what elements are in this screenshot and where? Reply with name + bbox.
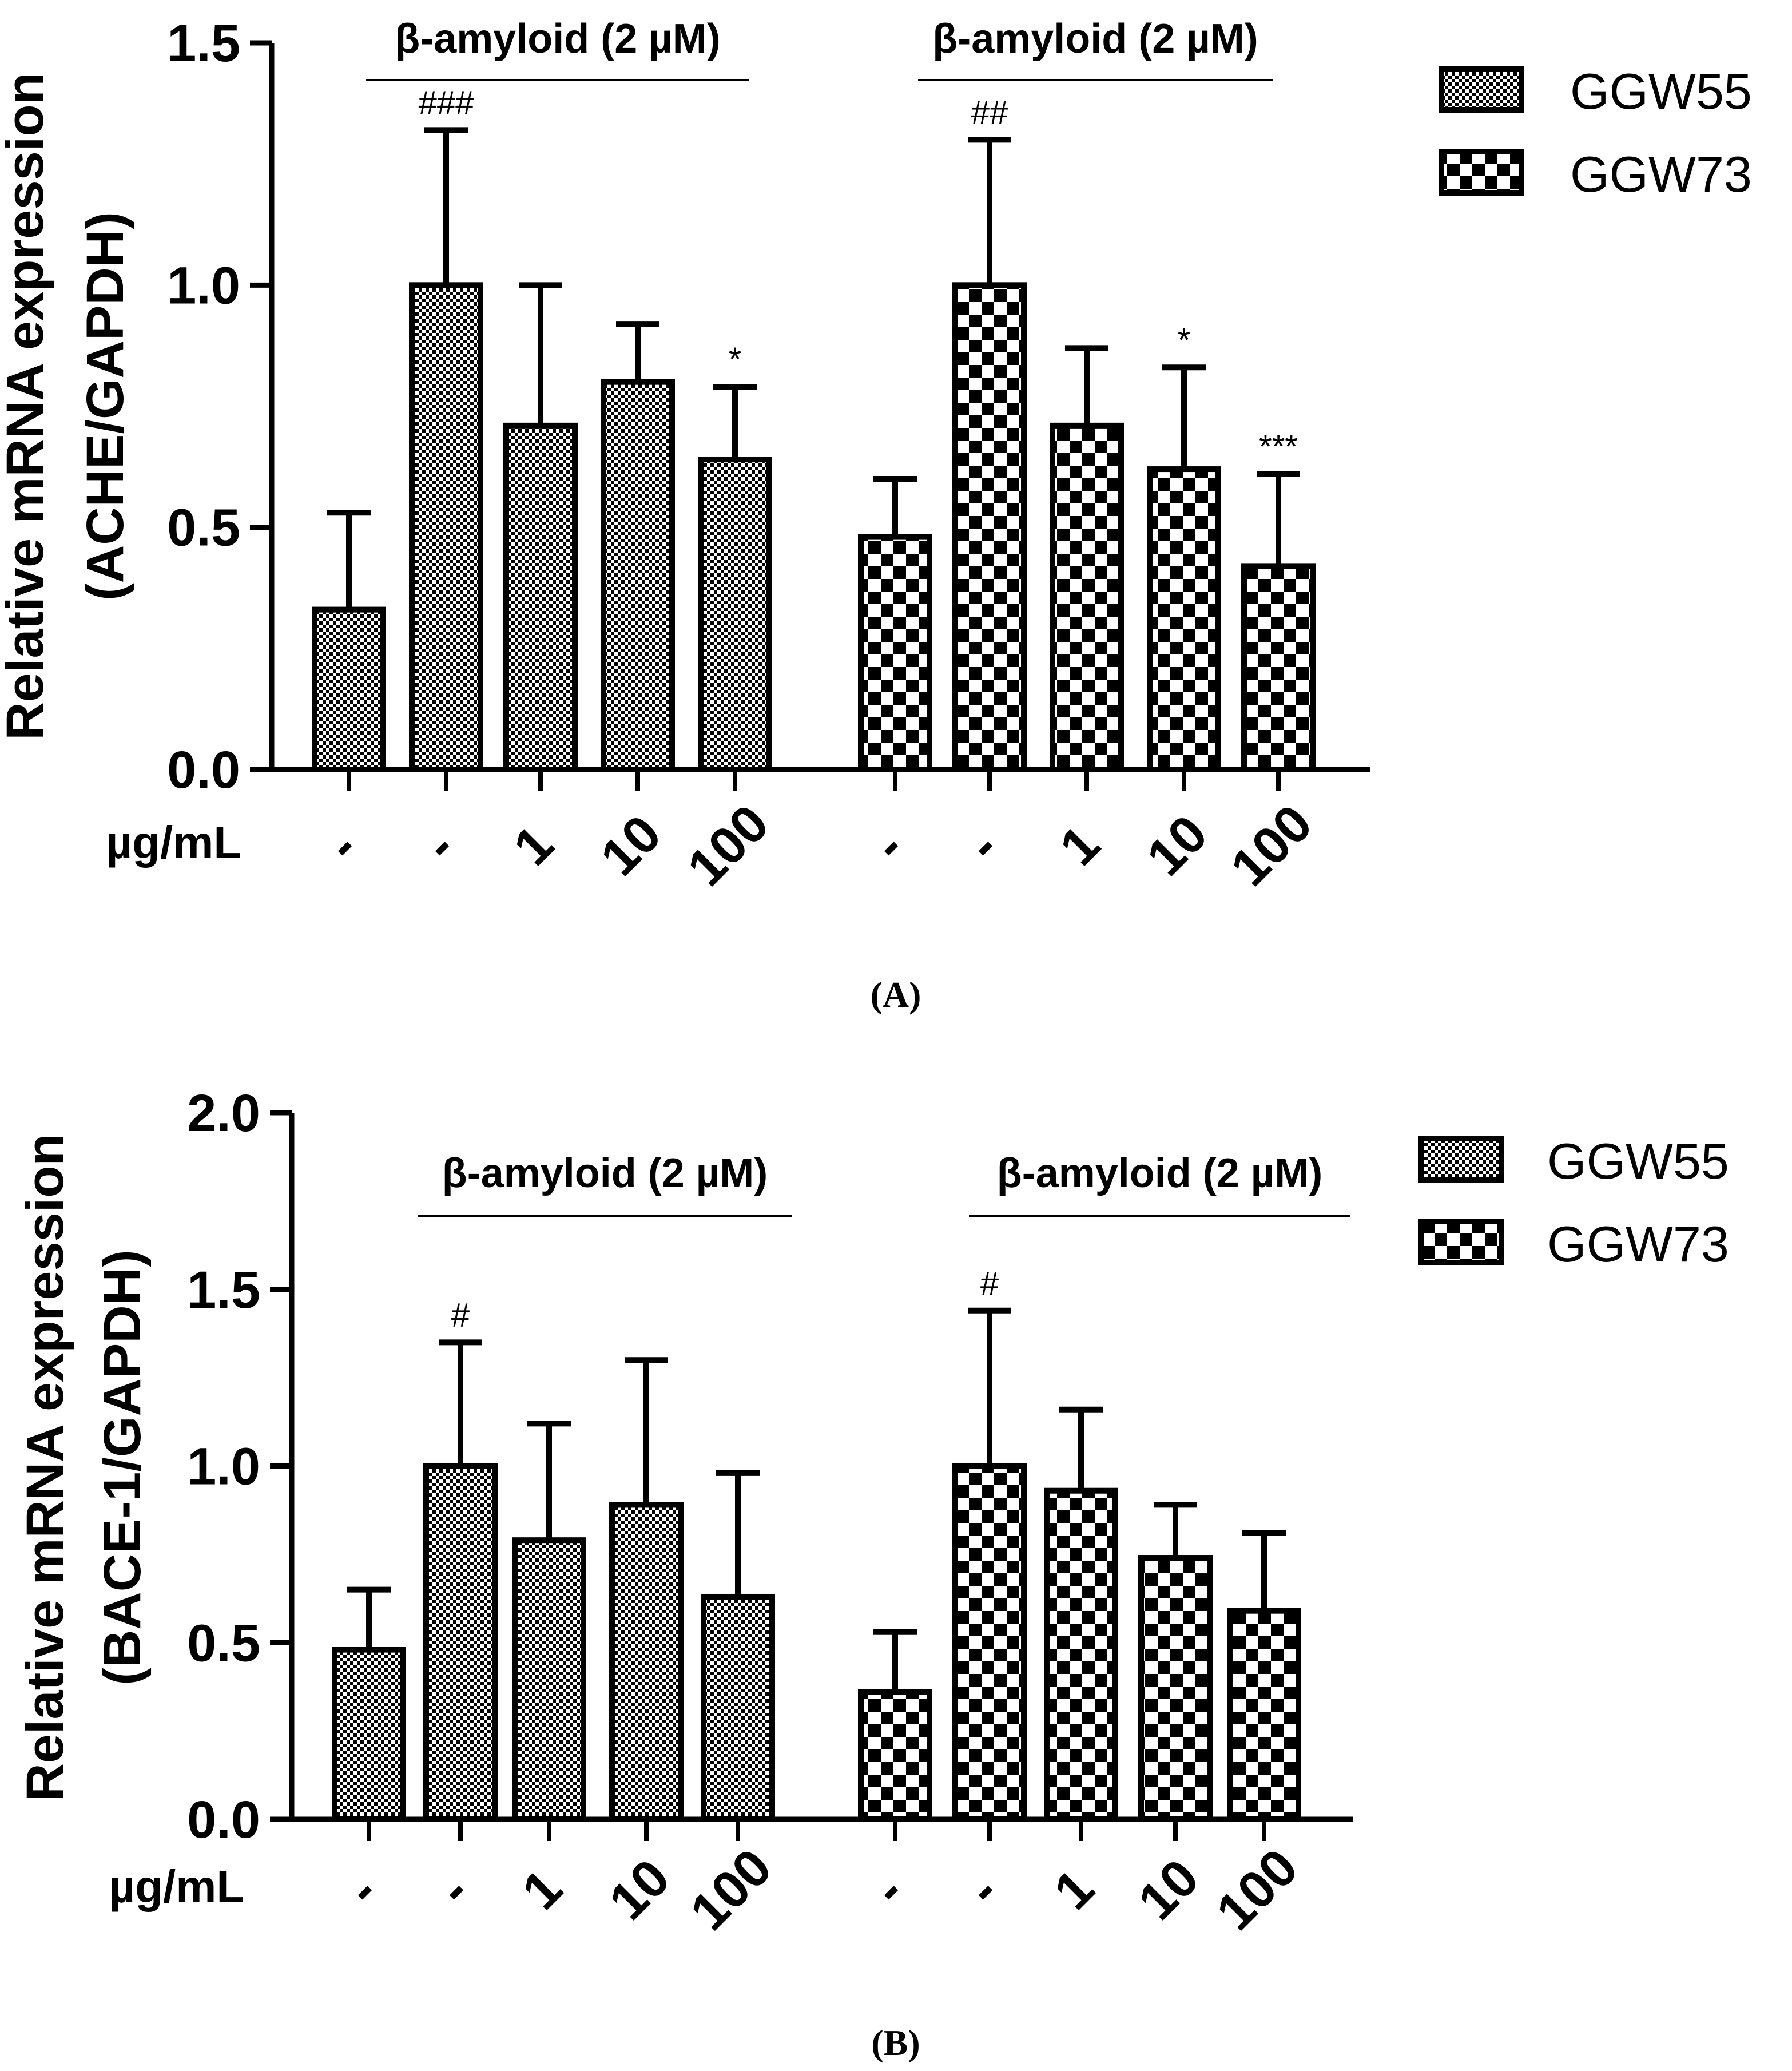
bar-b-GGW73-0 — [858, 1689, 932, 1822]
category-label-a-1-1: - — [956, 819, 1010, 872]
bar-a-GGW55-1 — [409, 282, 483, 773]
legend-label-GGW55: GGW55 — [1570, 63, 1752, 120]
y-tick-label: 0.5 — [187, 1614, 260, 1672]
legend-label-GGW55: GGW55 — [1547, 1133, 1729, 1189]
bracket-label-0: β-amyloid (2 µM) — [395, 16, 720, 62]
bar-a-GGW73-2 — [1050, 422, 1124, 772]
bar-b-GGW55-4 — [701, 1593, 775, 1823]
significance-label-a-1-1: ## — [971, 94, 1008, 131]
x-unit-label: µg/mL — [106, 817, 241, 868]
bracket-label-1: β-amyloid (2 µM) — [997, 1150, 1322, 1196]
category-label-b-0-3: 10 — [598, 1848, 681, 1931]
bracket-label-1: β-amyloid (2 µM) — [932, 16, 1258, 62]
significance-label-a-0-1: ### — [419, 84, 474, 121]
category-label-a-0-2: 1 — [503, 815, 565, 876]
significance-label-a-0-4: * — [729, 341, 742, 378]
significance-label-a-1-3: * — [1178, 322, 1191, 359]
category-label-b-0-0: - — [335, 1863, 389, 1917]
bar-a-GGW73-3 — [1147, 466, 1221, 772]
bar-a-GGW55-0 — [312, 606, 386, 772]
bar-b-GGW73-4 — [1227, 1608, 1301, 1823]
legend-swatch-GGW73 — [1418, 1219, 1504, 1265]
bar-b-GGW55-3 — [609, 1502, 684, 1823]
y-tick-label: 1.0 — [187, 1438, 260, 1496]
category-label-a-0-3: 10 — [590, 804, 672, 887]
category-label-b-1-3: 10 — [1127, 1848, 1210, 1931]
bar-a-GGW73-0 — [858, 534, 932, 772]
legend-label-GGW73: GGW73 — [1570, 146, 1752, 203]
y-axis-title-line2: (BACE-1/GAPDH) — [93, 1249, 152, 1685]
category-label-a-1-4: 100 — [1220, 794, 1324, 898]
bar-a-GGW73-1 — [952, 282, 1027, 773]
y-tick-label: 1.5 — [187, 1261, 260, 1319]
category-label-a-1-3: 10 — [1136, 804, 1218, 887]
bar-b-GGW55-0 — [332, 1647, 406, 1823]
y-axis-title-line1: Relative mRNA expression — [16, 1133, 74, 1801]
y-tick-label: 1.0 — [167, 256, 240, 315]
category-label-b-0-2: 1 — [511, 1859, 573, 1921]
legend-swatch-GGW55 — [1418, 1136, 1504, 1183]
bar-a-GGW73-4 — [1241, 563, 1316, 773]
category-label-b-1-2: 1 — [1043, 1859, 1105, 1921]
y-tick-label: 2.0 — [187, 1084, 260, 1142]
y-tick-label: 1.5 — [167, 14, 240, 73]
y-tick-label: 0.0 — [167, 741, 240, 799]
category-label-a-0-1: - — [412, 819, 466, 872]
bar-b-GGW73-1 — [952, 1463, 1027, 1822]
category-label-b-0-4: 100 — [680, 1838, 783, 1942]
significance-label-b-1-1: # — [980, 1265, 999, 1302]
legend-label-GGW73: GGW73 — [1547, 1216, 1729, 1272]
y-tick-label: 0.5 — [167, 499, 240, 557]
category-label-a-1-2: 1 — [1049, 815, 1111, 876]
category-label-a-0-0: - — [315, 819, 369, 872]
bar-b-GGW55-1 — [423, 1463, 498, 1822]
x-unit-label: µg/mL — [109, 1861, 244, 1912]
bar-a-GGW55-2 — [503, 422, 578, 772]
bar-b-GGW55-2 — [512, 1537, 586, 1823]
significance-label-a-1-4: *** — [1259, 429, 1298, 466]
y-axis-title-line2: (ACHE/GAPDH) — [76, 212, 134, 601]
category-label-b-1-4: 100 — [1206, 1838, 1309, 1942]
bar-b-GGW73-2 — [1044, 1487, 1118, 1823]
chart-panel-a: 0.0 0.5 1.0 1.5 Relative mRNA expression (ACH… — [0, 14, 1752, 1015]
panel-label-b: (B) — [871, 2022, 920, 2063]
category-label-a-0-4: 100 — [677, 794, 780, 898]
chart-panel-b: 0.0 0.5 1.0 1.5 2.0 Relative mRNA expression (… — [16, 1084, 1729, 2063]
y-tick-label: 0.0 — [187, 1791, 260, 1849]
legend-swatch-GGW55 — [1439, 66, 1524, 113]
bracket-label-0: β-amyloid (2 µM) — [442, 1150, 768, 1196]
panel-label-a: (A) — [871, 974, 921, 1015]
category-label-a-1-0: - — [861, 819, 915, 872]
category-label-b-1-0: - — [861, 1863, 915, 1917]
legend-swatch-GGW73 — [1439, 149, 1524, 196]
significance-label-b-0-1: # — [451, 1296, 470, 1334]
category-label-b-0-1: - — [427, 1863, 480, 1917]
bar-a-GGW55-4 — [698, 457, 772, 772]
bar-a-GGW55-3 — [601, 379, 675, 772]
bar-b-GGW73-3 — [1138, 1555, 1213, 1823]
y-axis-title-line1: Relative mRNA expression — [0, 72, 54, 740]
category-label-b-1-1: - — [956, 1863, 1010, 1917]
